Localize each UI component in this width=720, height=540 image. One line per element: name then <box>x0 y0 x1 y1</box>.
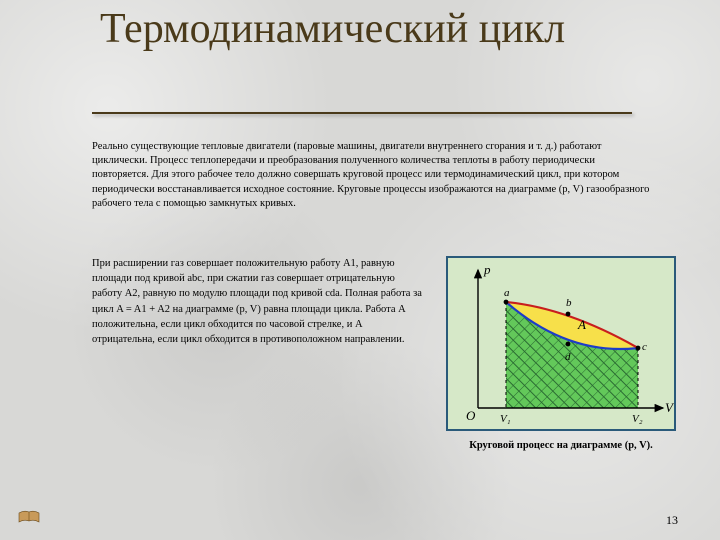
page-title: Термодинамический цикл <box>100 6 565 52</box>
svg-text:a: a <box>504 287 510 299</box>
title-underline <box>92 112 632 114</box>
book-icon <box>18 510 40 524</box>
svg-text:A: A <box>577 317 586 332</box>
body-paragraph: При расширении газ совершает положительн… <box>92 256 422 347</box>
diagram-caption: Круговой процесс на диаграмме (p, V). <box>446 440 676 451</box>
svg-text:V₁: V₁ <box>500 413 511 425</box>
page-number: 13 <box>666 513 678 528</box>
svg-text:V₂: V₂ <box>632 413 643 425</box>
svg-text:V: V <box>665 400 674 415</box>
svg-text:c: c <box>642 341 647 353</box>
svg-text:b: b <box>566 297 572 309</box>
intro-paragraph: Реально существующие тепловые двигатели … <box>92 140 652 211</box>
svg-text:d: d <box>565 351 571 363</box>
pv-diagram: p V O V₁ V₂ a b c d A <box>446 256 676 431</box>
svg-text:p: p <box>483 262 491 277</box>
svg-text:O: O <box>466 408 476 423</box>
